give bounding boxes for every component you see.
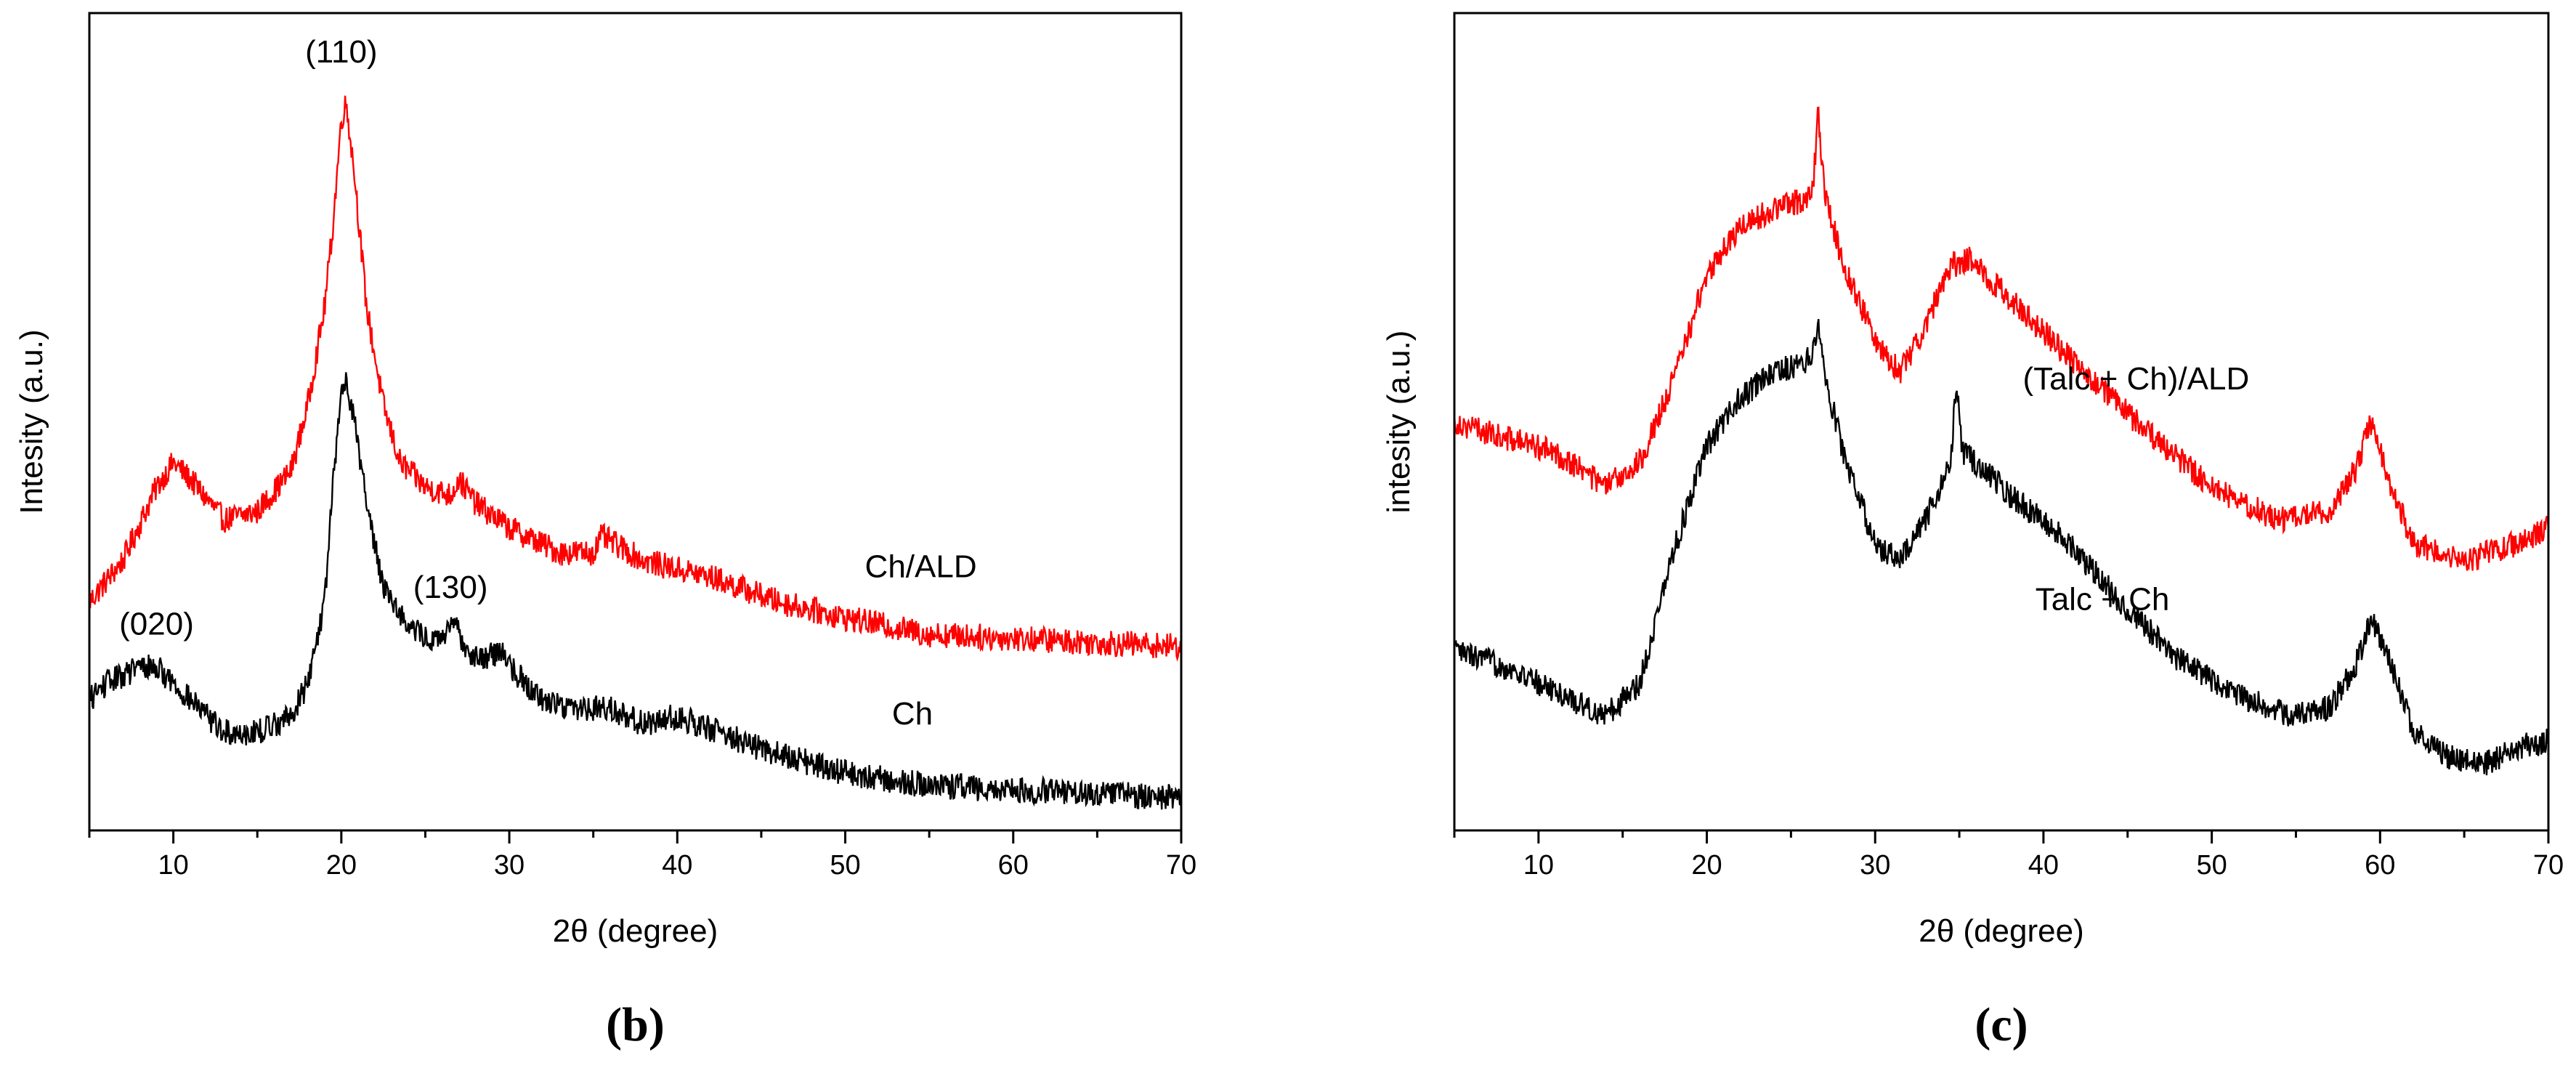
x-tick-label: 50 (830, 850, 860, 881)
series-line-ch-ald (88, 95, 1183, 662)
x-axis-label: 2θ (degree) (553, 913, 718, 949)
x-tick-label: 40 (2028, 850, 2059, 881)
panel-b: 10 20 30 40 50 60 70 2θ (degree) Intesity (a.u.)… (14, 12, 1196, 1051)
annotation-label: (110) (305, 34, 377, 70)
annotation-label: Talc + Ch (2036, 582, 2170, 618)
x-tick-label: 20 (326, 850, 357, 881)
x-tick-label: 70 (1166, 850, 1196, 881)
x-tick-label: 30 (1860, 850, 1890, 881)
annotation-label: (Talc + Ch)/ALD (2022, 361, 2249, 397)
y-axis-label: Intesity (a.u.) (14, 329, 49, 514)
annotation-label: (130) (413, 570, 488, 605)
x-tick-label: 10 (158, 850, 188, 881)
panel-c: 10 20 30 40 50 60 70 2θ (degree) intesity (a.u.)… (1381, 12, 2564, 1051)
x-tick-label: 10 (1523, 850, 1554, 881)
series-line-talc-ch (1453, 318, 2550, 776)
x-tick-label: 30 (494, 850, 524, 881)
panel-letter: (b) (606, 998, 665, 1051)
x-tick-label: 70 (2533, 850, 2564, 881)
x-tick-label: 50 (2196, 850, 2227, 881)
annotation-label: Ch (892, 696, 933, 732)
plot-frame (88, 12, 1183, 832)
x-tick-label: 20 (1691, 850, 1722, 881)
y-axis-label: intesity (a.u.) (1381, 331, 1417, 514)
x-tick-label: 60 (998, 850, 1029, 881)
panel-letter: (c) (1974, 998, 2028, 1051)
plot-frame (1453, 12, 2550, 832)
series-line-talc-ch-ald (1453, 106, 2550, 571)
x-tick-label: 60 (2365, 850, 2395, 881)
x-axis-label: 2θ (degree) (1919, 913, 2083, 949)
annotation-label: (020) (119, 606, 194, 642)
series-line-ch (88, 372, 1183, 810)
annotation-label: Ch/ALD (865, 549, 977, 585)
x-tick-label: 40 (662, 850, 692, 881)
